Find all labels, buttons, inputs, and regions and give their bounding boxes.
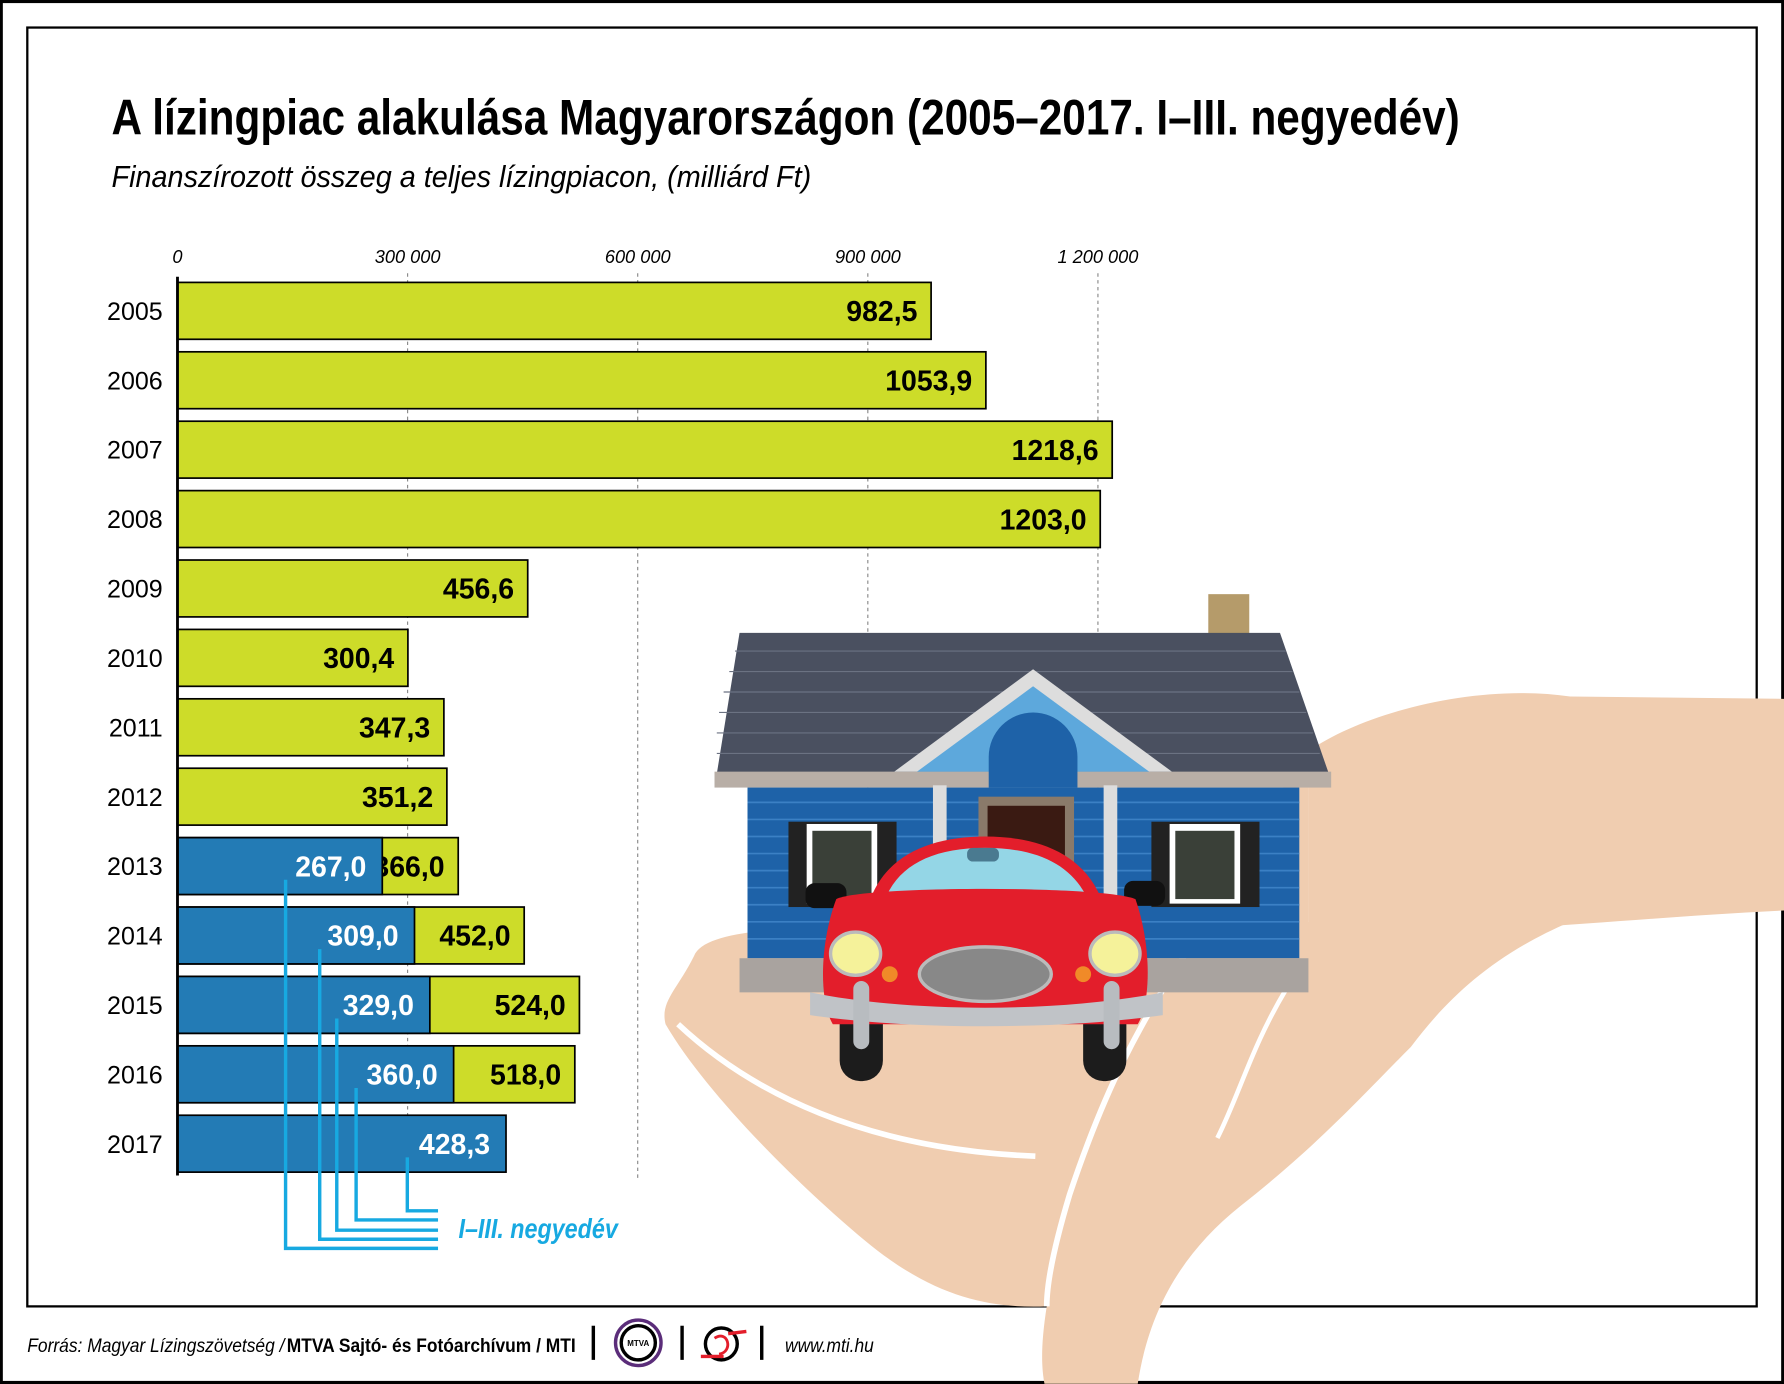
x-tick-label: 600 000 [605,247,671,267]
y-tick-label: 2010 [107,645,163,673]
data-label-q1-q3: 329,0 [343,990,414,1022]
y-tick-label: 2005 [107,298,163,326]
data-label-q1-q3: 309,0 [327,921,398,953]
connector-line [335,1018,439,1232]
y-tick-label: 2007 [107,437,163,465]
data-label-total: 351,2 [362,782,433,814]
footer: Forrás: Magyar Lízingszövetség / MTVA Sa… [27,1318,874,1368]
x-tick-label: 300 000 [375,247,441,267]
chart-title: A lízingpiac alakulása Magyarországon (2… [112,90,1460,146]
data-label-q1-q3: 267,0 [295,851,366,883]
y-tick-label: 2009 [107,576,163,604]
bar-total [176,420,1114,479]
q1-q3-connector-lines [283,879,439,1251]
bar-total [176,697,445,757]
x-tick-label: 900 000 [835,247,901,267]
y-tick-label: 2008 [107,506,163,534]
x-tick-label: 0 [172,247,182,267]
data-label-q1-q3: 428,3 [419,1129,490,1161]
bar-total [176,489,1102,549]
bars: 2005 982,5 2006 1053,9 2007 1218,6 2008 1203,0 2… [107,281,1114,1173]
bar-q1-q3 [176,975,431,1035]
connector-line [405,1157,439,1213]
svg-text:MTVA: MTVA [627,1339,649,1348]
y-tick-label: 2017 [107,1131,163,1159]
data-label-q1-q3: 360,0 [367,1060,438,1092]
data-label-total: 1053,9 [885,365,972,397]
y-tick-label: 2011 [109,714,163,742]
bar-total [176,628,409,688]
legend-note: I–III. negyedév [459,1213,620,1244]
y-tick-label: 2013 [107,853,163,881]
x-axis-ticks: 0 300 000 600 000 900 000 1 200 000 [172,247,1138,267]
source-bold: MTVA Sajtó- és Fotóarchívum / MTI [287,1335,576,1357]
bar-total [176,350,987,410]
separator [760,1325,764,1360]
mtva-logo: MTVA [613,1318,663,1368]
y-tick-label: 2014 [107,923,163,951]
x-tick-label: 1 200 000 [1057,247,1138,267]
connector-line [283,879,439,1251]
data-label-total: 1218,6 [1012,435,1099,467]
separator [680,1325,684,1360]
bar-q1-q3 [176,836,384,896]
data-label-total: 300,4 [323,643,394,675]
data-label-total: 347,3 [359,713,430,745]
source-prefix: Forrás: Magyar Lízingszövetség / [27,1335,286,1357]
connector-line [354,1087,439,1222]
bar-total [176,559,529,618]
bar-q1-q3 [176,906,416,965]
data-label-total: 524,0 [495,990,566,1022]
data-label-total: 366,0 [373,851,444,883]
chart-subtitle: Finanszírozott összeg a teljes lízingpia… [112,159,812,194]
separator [591,1325,596,1360]
inner-frame [26,26,1758,1308]
connector-line [318,949,439,1241]
data-label-total: 982,5 [846,296,917,328]
y-tick-label: 2015 [107,992,163,1020]
y-tick-label: 2006 [107,367,163,395]
data-label-total: 456,6 [443,574,514,606]
data-label-total: 518,0 [490,1060,561,1092]
y-tick-label: 2012 [107,784,163,812]
data-label-total: 452,0 [439,921,510,953]
bar-total [176,281,932,341]
mti-logo [700,1326,747,1362]
data-label-total: 1203,0 [1000,504,1087,536]
bar-total [176,767,448,826]
y-tick-label: 2016 [107,1061,163,1089]
website-link[interactable]: www.mti.hu [785,1335,874,1357]
car-illustration [805,836,1166,1082]
bar-q1-q3 [176,1044,455,1104]
